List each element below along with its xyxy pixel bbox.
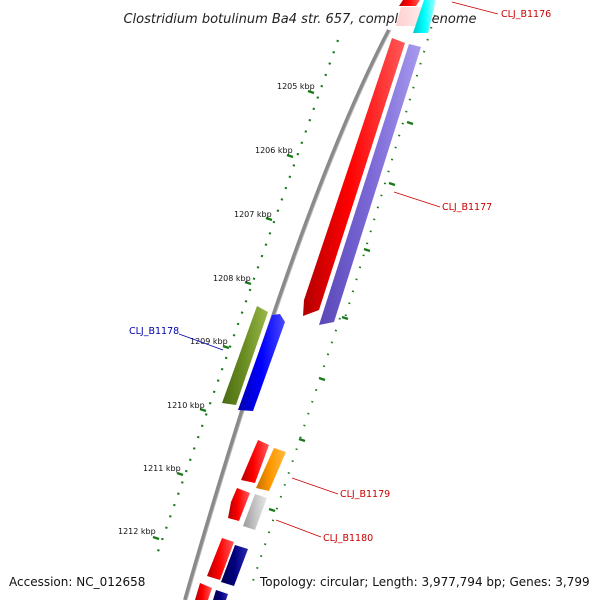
inner-tick	[298, 437, 306, 443]
tick-label: 1205 kbp	[277, 82, 315, 91]
gene-cds-olive[interactable]	[222, 306, 268, 405]
tick-label: 1209 kbp	[190, 337, 228, 346]
tick-label: 1207 kbp	[234, 210, 272, 219]
gene-label-clj-b1178[interactable]: CLJ_B1178	[129, 326, 179, 337]
gene-cds-red-1211b[interactable]	[228, 488, 250, 521]
genome-backbone	[183, 29, 391, 600]
inner-tick	[268, 507, 276, 513]
leader-clj-b1178	[178, 333, 224, 351]
leader-clj-b1177	[393, 191, 441, 208]
inner-tick	[406, 120, 414, 126]
tick-label: 1212 kbp	[118, 527, 156, 536]
gene-cds-navy-bottom[interactable]	[213, 590, 228, 600]
major-tick	[265, 216, 273, 222]
gene-cds-clj-b1178[interactable]	[238, 314, 285, 411]
gene-cds-navy[interactable]	[221, 545, 248, 586]
inner-tick	[363, 247, 371, 253]
gene-cds-top-pink[interactable]	[396, 7, 423, 26]
gene-cds-clj-b1177[interactable]	[303, 38, 405, 316]
gene-cds-clj-b1180[interactable]	[243, 494, 267, 530]
tick-label: 1211 kbp	[143, 464, 181, 473]
map-title: Clostridium botulinum Ba4 str. 657, comp…	[123, 12, 476, 27]
tick-label: 1208 kbp	[213, 274, 251, 283]
gene-label-clj-b1176[interactable]: CLJ_B1176	[501, 9, 551, 20]
major-tick	[244, 280, 252, 286]
major-tick	[222, 344, 230, 350]
major-tick	[307, 89, 315, 95]
gene-cds-clj-b1179[interactable]	[256, 448, 286, 491]
inner-tick	[341, 315, 349, 321]
gene-cds-red-1212a[interactable]	[207, 538, 234, 580]
gene-cds-top-cyan[interactable]	[413, 0, 436, 33]
leader-clj-b1179	[291, 477, 339, 495]
gene-cds-red-1212b[interactable]	[195, 583, 212, 600]
gene-label-clj-b1177[interactable]: CLJ_B1177	[442, 202, 492, 213]
gene-cds-top-red[interactable]	[399, 0, 420, 6]
topology-summary: Topology: circular; Length: 3,977,794 bp…	[260, 575, 590, 589]
major-ticks	[152, 89, 414, 541]
inner-tick	[318, 376, 326, 382]
tick-labels: 1205 kbp 1206 kbp 1207 kbp 1208 kbp 1209…	[118, 82, 315, 536]
gene-blast-hit-purple[interactable]	[319, 44, 421, 325]
accession-text: Accession: NC_012658	[9, 575, 146, 589]
major-tick	[152, 535, 160, 541]
tick-label: 1210 kbp	[167, 401, 205, 410]
gene-cds-red-1211a[interactable]	[241, 440, 269, 483]
tick-ring-inner-top	[344, 14, 436, 319]
gene-label-clj-b1179[interactable]: CLJ_B1179	[340, 489, 390, 500]
major-tick	[199, 407, 207, 413]
leader-clj-b1176	[451, 1, 499, 15]
leader-clj-b1180	[275, 519, 322, 538]
gene-label-clj-b1180[interactable]: CLJ_B1180	[323, 533, 373, 544]
inner-tick	[388, 181, 396, 187]
tick-label: 1206 kbp	[255, 146, 293, 155]
major-tick	[176, 471, 184, 477]
tick-ring-inner-bottom	[249, 317, 341, 591]
major-tick	[286, 153, 294, 159]
genome-backbone-highlight	[186, 29, 392, 600]
